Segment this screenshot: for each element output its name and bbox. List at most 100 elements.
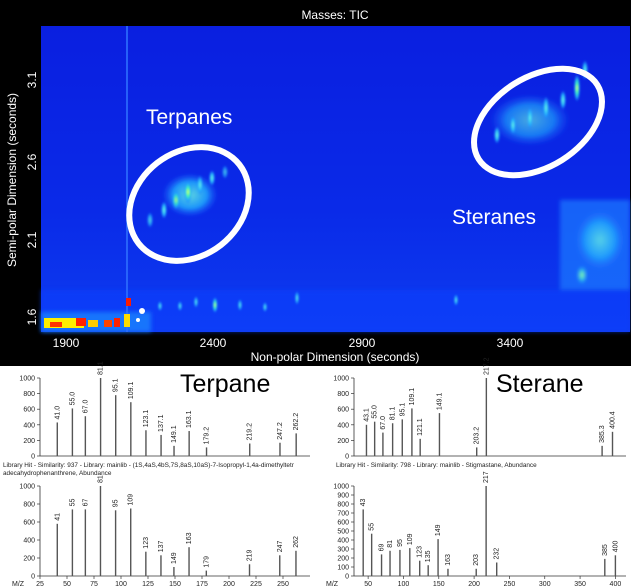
- x-tick-label: 50: [364, 581, 372, 587]
- spectrum-svg: 0 200 400 600 800 1000 25 50 75 100 125 150 175 200 22…: [12, 475, 310, 587]
- library-hit-terpane: Library Hit - Similarity: 937 - Library:…: [3, 462, 294, 477]
- x-tick-label: 400: [610, 581, 622, 587]
- x-tick-label: 125: [142, 581, 154, 587]
- x-tick-label: 350: [574, 581, 586, 587]
- peak-label: 67.0: [380, 416, 387, 430]
- y-tick-label: 0: [31, 454, 35, 461]
- peak-label: 43: [360, 499, 367, 507]
- x-tick-label: 250: [277, 581, 289, 587]
- peak-label: 123.1: [143, 410, 150, 428]
- y-tick-label: 0: [345, 574, 349, 581]
- y-tick-label: 800: [23, 502, 35, 509]
- peak-label: 123: [143, 537, 150, 549]
- marker-dot: [139, 308, 145, 314]
- peak-label: 385: [602, 544, 609, 556]
- peak-label: 123: [417, 546, 424, 558]
- peak-label: 149.1: [436, 392, 443, 410]
- y-tick-label: 2.6: [25, 153, 39, 170]
- spectrum-sterane-sample: 0 200 400 600 800 1000 43.1 55.0 67.0 81.1 95.1 109…: [316, 357, 631, 464]
- peak-label: 247.2: [277, 422, 284, 440]
- peak-label: 81: [387, 540, 394, 548]
- y-tick-label: 0: [345, 454, 349, 461]
- peak-label: 55.0: [372, 405, 379, 419]
- peak-label: 219.2: [247, 423, 254, 441]
- library-hit-sterane: Library Hit - Similarity: 798 - Library:…: [336, 462, 537, 469]
- gcxgc-contour-plot: Terpanes Steranes Masses: TIC Semi-polar…: [0, 0, 631, 366]
- peak-label: 67: [82, 499, 89, 507]
- x-tick-label: 100: [115, 581, 127, 587]
- y-tick-label: 100: [337, 565, 349, 572]
- x-tick-label: 100: [398, 581, 410, 587]
- peak-label: 95: [397, 539, 404, 547]
- x-tick-label: 75: [90, 581, 98, 587]
- x-tick-label: 2400: [200, 336, 227, 350]
- peak-label: 67.0: [82, 399, 89, 413]
- steranes-label: Steranes: [452, 206, 536, 229]
- y-tick-label: 400: [337, 538, 349, 545]
- y-tick-label: 400: [23, 422, 35, 429]
- x-tick-label: 225: [250, 581, 262, 587]
- peak-label: 69: [379, 544, 386, 552]
- peak-label: 247: [277, 541, 284, 553]
- y-tick-label: 3.1: [25, 71, 39, 88]
- terpanes-region-ellipse: [126, 144, 252, 264]
- y-tick-label: 700: [337, 511, 349, 518]
- peak-label: 203: [473, 554, 480, 566]
- peak-label: 109: [407, 533, 414, 545]
- peak-label: 400.4: [610, 411, 617, 429]
- y-tick-label: 600: [23, 407, 35, 414]
- y-tick-label: 600: [337, 520, 349, 527]
- y-tick-label: 800: [23, 391, 35, 398]
- x-tick-label: 150: [433, 581, 445, 587]
- y-tick-label: 200: [337, 556, 349, 563]
- y-tick-label: 200: [23, 438, 35, 445]
- steranes-region-ellipse: [471, 65, 605, 179]
- y-tick-label: 600: [337, 407, 349, 414]
- peak-label: 55: [369, 523, 376, 531]
- peak-label: 149: [171, 552, 178, 564]
- peak-label: 81.1: [98, 361, 105, 375]
- peak-label: 55.0: [69, 392, 76, 406]
- y-tick-label: 900: [337, 493, 349, 500]
- y-tick-label: 0: [31, 574, 35, 581]
- plot-title: Masses: TIC: [301, 8, 368, 22]
- x-axis-label: M/Z: [12, 581, 25, 587]
- y-tick-label: 1000: [333, 484, 349, 491]
- gc-plot-svg: Terpanes Steranes Masses: TIC Semi-polar…: [5, 8, 630, 364]
- peak-label: 179.2: [204, 427, 211, 445]
- x-tick-label: 2900: [349, 336, 376, 350]
- peak-label: 95.1: [113, 378, 120, 392]
- y-tick-label: 1.6: [25, 308, 39, 325]
- sterane-title: Sterane: [496, 370, 584, 398]
- y-tick-label: 300: [337, 547, 349, 554]
- y-tick-label: 400: [23, 538, 35, 545]
- spectrum-svg: 0 100 200 300 400 500 600 700 800 900 1000 50 100 150…: [326, 471, 626, 587]
- x-tick-label: 250: [504, 581, 516, 587]
- peak-label: 81.1: [390, 407, 397, 421]
- peak-label: 179: [203, 556, 210, 568]
- peak-label: 55: [69, 499, 76, 507]
- spectrum-sterane-library: 0 100 200 300 400 500 600 700 800 900 1000 50 100 150…: [316, 471, 631, 587]
- y-tick-label: 500: [337, 529, 349, 536]
- x-tick-label: 1900: [53, 336, 80, 350]
- y-tick-label: 800: [337, 502, 349, 509]
- peak-label: 163: [445, 554, 452, 566]
- terpanes-label: Terpanes: [146, 106, 232, 129]
- spectrum-terpane-library: 0 200 400 600 800 1000 25 50 75 100 125 150 175 200 22…: [0, 475, 310, 587]
- x-tick-label: 175: [196, 581, 208, 587]
- spectrum-svg: 0 200 400 600 800 1000 43.1 55.067.081.1 95.1109…: [333, 357, 626, 461]
- peak-label: 385.3: [599, 425, 606, 443]
- peak-label: 109.1: [128, 382, 135, 400]
- peak-label: 95: [113, 499, 120, 507]
- y-tick-label: 200: [337, 438, 349, 445]
- spectrum-svg: 0 200 400 600 800 1000 41.0 55.0 67.0 81.1 95.1 109…: [19, 361, 310, 461]
- x-tick-label: 25: [36, 581, 44, 587]
- peak-label: 43.1: [363, 408, 370, 422]
- peak-label: 41.0: [54, 406, 61, 420]
- peak-label: 109.1: [409, 388, 416, 406]
- x-tick-label: 50: [63, 581, 71, 587]
- x-tick-label: 200: [223, 581, 235, 587]
- contour-layer: [41, 26, 630, 332]
- y-tick-label: 200: [23, 556, 35, 563]
- terpane-title: Terpane: [180, 370, 271, 398]
